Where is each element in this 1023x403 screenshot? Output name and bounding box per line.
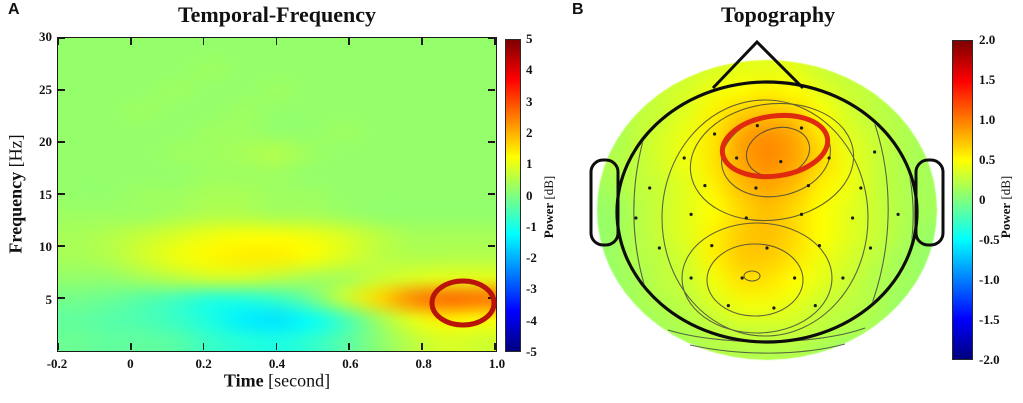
y-axis-label-unit: [Hz] (5, 134, 26, 172)
y-axis-label-name: Frequency (5, 171, 26, 254)
panel-b-colorbar-tick-label: 2.0 (979, 32, 996, 47)
panel-b-colorbar-tick-label: -1.5 (979, 312, 1000, 327)
tick-mark (487, 245, 495, 247)
topography-field (595, 55, 940, 365)
x-tick-label: 0.6 (342, 356, 359, 371)
spectrogram-heatmap (58, 38, 496, 351)
tick-mark (421, 38, 423, 45)
panel-b-colorbar-tick-label: -1.0 (979, 272, 1000, 287)
x-tick-label: 0.2 (195, 356, 212, 371)
tick-mark (421, 342, 423, 350)
x-tick-label: 0.8 (415, 356, 432, 371)
panel-b-letter: B (572, 1, 584, 18)
tick-mark (58, 89, 65, 91)
x-tick-label: 0 (127, 356, 134, 371)
tick-mark (58, 297, 65, 299)
panel-a-colorbar-tick-label: 3 (526, 93, 533, 109)
y-tick-label: 25 (39, 81, 52, 97)
tick-mark (275, 38, 278, 45)
panel-a-colorbar-tick-label: -4 (526, 312, 537, 328)
panel-a-colorbar-label-unit: [dB] (541, 175, 556, 203)
tick-mark (130, 342, 132, 350)
tick-mark (202, 342, 205, 350)
tick-mark (58, 141, 65, 143)
panel-b-colorbar-tick-label: 1.0 (979, 112, 996, 127)
panel-a-letter: A (8, 1, 20, 18)
panel-a-colorbar-tick-label: 2 (526, 124, 533, 140)
tick-mark (57, 38, 59, 45)
panel-b-colorbar (952, 40, 973, 360)
tick-mark (487, 193, 495, 195)
panel-a-colorbar-tick-label: 4 (526, 62, 533, 78)
panel-a-colorbar-tick-label: 0 (526, 187, 533, 203)
tick-mark (58, 37, 65, 39)
y-tick-label: 30 (39, 29, 52, 44)
panel-a-colorbar (505, 39, 521, 352)
tick-mark (494, 38, 496, 45)
x-axis-label: Time [second] (224, 371, 330, 392)
tick-mark (487, 89, 495, 91)
tick-mark (494, 342, 496, 350)
tick-mark (348, 38, 350, 45)
tick-mark (487, 141, 495, 143)
y-tick-label: 15 (39, 186, 52, 202)
y-tick-label: 10 (39, 239, 52, 254)
x-tick-label: -0.2 (46, 356, 68, 371)
x-tick-label: 1.0 (488, 356, 506, 371)
panel-a-colorbar-label: Power [dB] (541, 176, 557, 238)
panel-a-colorbar-tick-label: -3 (526, 281, 537, 297)
tick-mark (202, 38, 205, 45)
panel-b-colorbar-tick-label: -0.5 (979, 232, 1000, 247)
tick-mark (58, 193, 65, 195)
panel-a-colorbar-tick-label: -5 (526, 344, 537, 359)
tick-mark (58, 245, 65, 247)
x-axis-label-unit: [second] (263, 370, 331, 391)
y-tick-label: 5 (45, 291, 53, 307)
panel-a-colorbar-tick-label: 1 (526, 156, 533, 172)
panel-a-colorbar-tick-label: -2 (526, 250, 537, 266)
tick-mark (57, 342, 59, 350)
panel-b-colorbar-tick-label: 1.5 (979, 72, 996, 87)
panel-a-colorbar-label-name: Power (541, 202, 556, 239)
y-axis-label: Frequency [Hz] (6, 134, 27, 253)
tick-mark (130, 38, 132, 45)
tick-mark (275, 342, 278, 350)
panel-b-colorbar-tick-label: 0.5 (979, 152, 996, 167)
panel-a-colorbar-gradient (506, 40, 520, 351)
x-axis-label-name: Time (223, 370, 264, 391)
panel-a-title: Temporal-Frequency (178, 2, 376, 27)
tick-mark (487, 37, 495, 39)
panel-b-colorbar-label-unit: [dB] (998, 175, 1013, 203)
x-tick-label: 0.4 (268, 356, 286, 371)
spectrogram-plot-area (57, 37, 497, 352)
panel-b-colorbar-tick-label: -2.0 (979, 352, 1000, 367)
panel-b-colorbar-tick-label: 0 (979, 192, 986, 207)
panel-b-colorbar-label: Power [dB] (998, 176, 1014, 238)
tick-mark (487, 297, 495, 299)
panel-b-colorbar-gradient (953, 41, 972, 359)
panel-b-colorbar-label-name: Power (998, 202, 1013, 239)
panel-a-colorbar-tick-label: 5 (526, 31, 533, 46)
y-tick-label: 20 (39, 134, 52, 149)
tick-mark (348, 342, 350, 350)
panel-a-colorbar-tick-label: -1 (526, 218, 537, 234)
panel-b-title: Topography (720, 2, 836, 27)
